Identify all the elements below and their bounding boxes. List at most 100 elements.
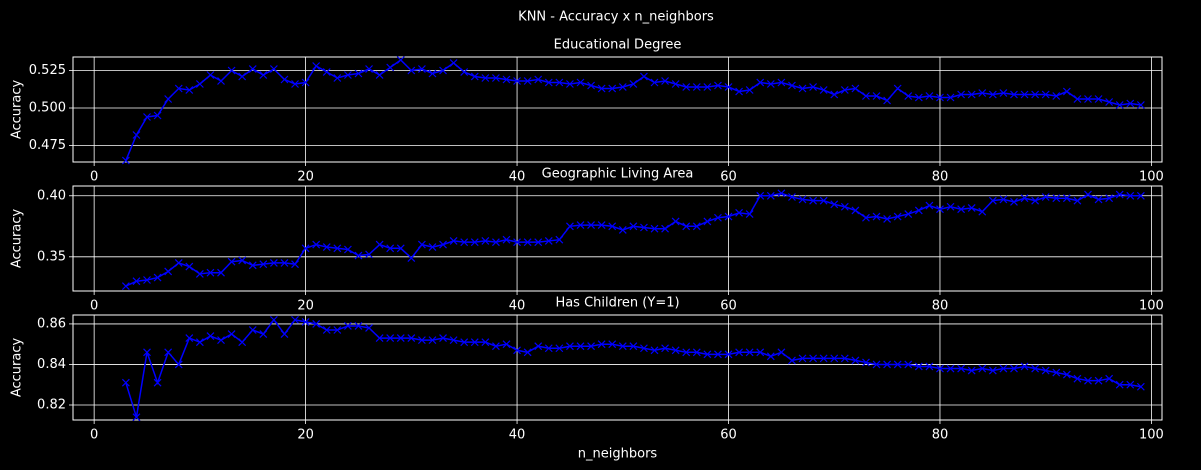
marker	[777, 189, 786, 198]
marker	[217, 336, 225, 345]
marker	[481, 338, 490, 347]
marker	[132, 413, 141, 422]
marker	[883, 96, 892, 105]
marker	[735, 208, 744, 217]
marker	[502, 235, 511, 244]
marker	[967, 204, 976, 212]
marker	[121, 156, 130, 165]
marker	[121, 282, 130, 291]
marker	[745, 348, 754, 357]
marker	[544, 237, 553, 245]
marker	[460, 338, 469, 347]
marker	[872, 92, 881, 100]
marker	[227, 257, 236, 266]
marker	[301, 317, 310, 326]
marker	[608, 84, 617, 93]
marker	[872, 360, 881, 369]
marker	[1031, 90, 1040, 99]
marker	[1041, 366, 1050, 375]
y-tick-label: 0.84	[37, 357, 66, 372]
marker	[988, 90, 997, 99]
marker	[883, 215, 892, 223]
marker	[396, 244, 405, 253]
marker	[798, 84, 807, 93]
marker	[629, 222, 638, 231]
plot-frame	[72, 314, 1163, 421]
marker	[365, 324, 373, 332]
x-tick-label: 80	[932, 299, 949, 314]
marker	[967, 90, 976, 99]
marker	[851, 356, 860, 365]
plot-frame	[72, 185, 1163, 292]
marker	[1136, 101, 1145, 109]
marker	[312, 319, 321, 328]
marker	[692, 83, 701, 91]
x-tick-label: 40	[509, 170, 526, 185]
marker	[195, 338, 204, 347]
marker	[333, 74, 342, 82]
marker	[735, 348, 744, 357]
marker	[957, 90, 966, 99]
marker	[819, 86, 828, 94]
marker	[565, 80, 574, 88]
marker	[1031, 364, 1040, 373]
marker	[164, 95, 173, 103]
marker	[312, 62, 321, 70]
marker	[809, 83, 818, 91]
marker	[491, 342, 500, 351]
marker	[735, 87, 744, 96]
marker	[238, 72, 247, 81]
marker	[238, 256, 247, 265]
marker	[883, 360, 892, 369]
marker	[798, 195, 807, 204]
marker	[365, 65, 373, 73]
marker	[766, 352, 775, 361]
marker	[534, 342, 543, 351]
marker	[439, 66, 447, 75]
marker	[555, 344, 564, 353]
marker	[988, 196, 997, 205]
marker	[513, 77, 521, 85]
y-tick-label: 0.35	[37, 249, 66, 264]
marker	[143, 113, 151, 121]
marker	[291, 315, 299, 324]
marker	[692, 348, 701, 357]
marker	[682, 83, 691, 91]
marker	[1052, 368, 1061, 377]
y-tick-label: 0.40	[37, 188, 66, 203]
marker	[650, 78, 659, 87]
marker	[587, 342, 595, 351]
marker	[291, 80, 299, 88]
marker	[777, 348, 786, 357]
marker	[322, 68, 331, 76]
marker	[576, 221, 585, 229]
marker	[629, 80, 638, 88]
marker	[1115, 190, 1124, 199]
x-tick-label: 80	[932, 428, 949, 443]
marker	[788, 356, 796, 365]
marker	[957, 205, 966, 214]
marker	[999, 195, 1008, 204]
marker	[322, 326, 331, 334]
marker	[640, 344, 648, 353]
figure-title: KNN - Accuracy x n_neighbors	[518, 10, 714, 25]
marker	[862, 358, 870, 367]
marker	[534, 238, 543, 247]
y-axis-label: Accuracy	[10, 209, 25, 269]
y-tick-label: 0.500	[29, 101, 66, 116]
marker	[333, 244, 342, 253]
plot-frame	[72, 56, 1163, 163]
marker	[650, 346, 659, 355]
marker	[460, 238, 469, 247]
marker	[957, 364, 966, 373]
marker	[470, 72, 479, 81]
marker	[936, 93, 944, 102]
marker	[544, 78, 553, 87]
marker	[1115, 101, 1124, 109]
marker	[1020, 194, 1029, 203]
x-tick-label: 100	[1139, 170, 1164, 185]
marker	[301, 78, 310, 87]
x-tick-label: 20	[297, 299, 314, 314]
marker	[925, 201, 934, 210]
marker	[618, 83, 627, 91]
